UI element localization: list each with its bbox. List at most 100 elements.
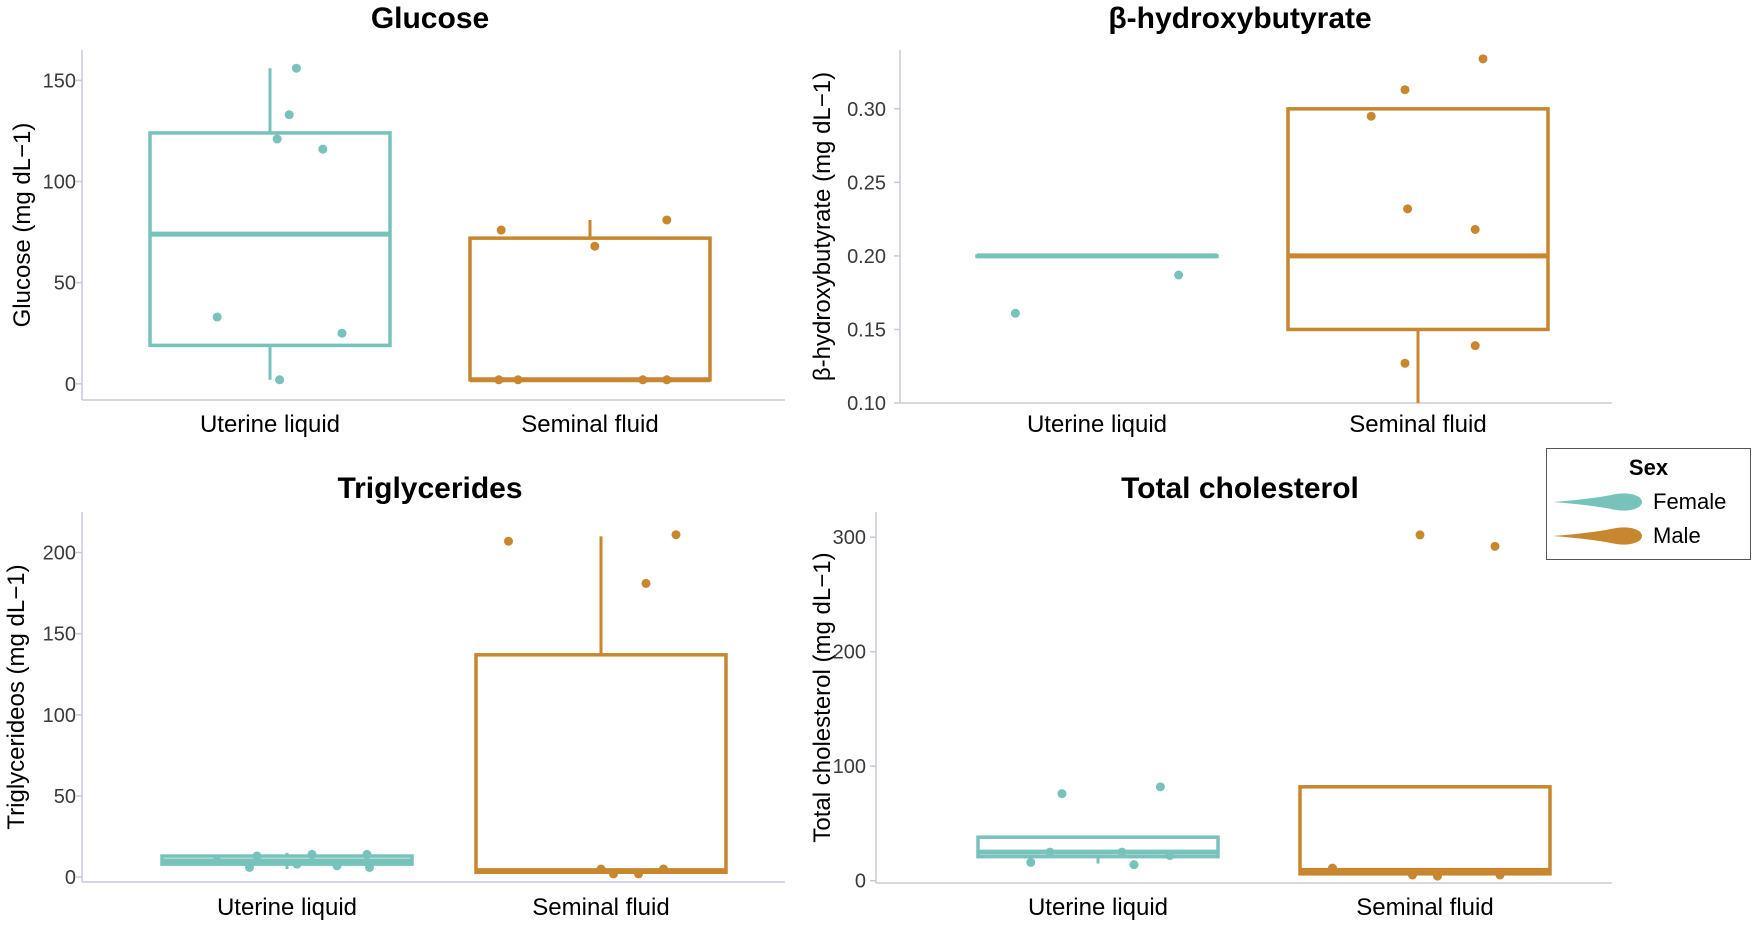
y-tick-label: 150 (43, 70, 76, 92)
x-category-label: Uterine liquid (1028, 894, 1168, 921)
legend-title: Sex (1628, 455, 1669, 480)
data-point (332, 861, 342, 871)
box-male (1286, 54, 1550, 403)
data-point (1478, 54, 1488, 64)
data-point (1366, 111, 1376, 121)
box-iqr (976, 835, 1220, 859)
data-point (291, 63, 301, 73)
data-point (1403, 204, 1413, 214)
data-point (638, 375, 648, 385)
data-point (634, 869, 643, 879)
data-point (1026, 857, 1036, 867)
data-point (1400, 85, 1410, 95)
data-point (1415, 530, 1425, 540)
box-iqr (468, 236, 712, 382)
data-point (362, 849, 372, 859)
panel-3: Triglycerides Triglycerideos (mg dL−1) 0 50… (3, 472, 785, 921)
x-category-label: Uterine liquid (200, 411, 340, 438)
data-point (641, 578, 651, 588)
data-point (1174, 270, 1184, 280)
data-point (1495, 870, 1505, 880)
data-point (212, 856, 222, 866)
legend-swatch-male (1553, 527, 1642, 545)
data-point (365, 862, 374, 872)
x-category-label: Seminal fluid (1356, 894, 1493, 921)
y-axis-label: β-hydroxybutyrate (mg dL−1) (809, 72, 836, 381)
y-tick-label: 300 (833, 527, 866, 549)
box-male (474, 530, 728, 879)
data-point (1328, 863, 1337, 873)
legend-swatch-female-shape (1553, 493, 1642, 511)
data-point (318, 144, 328, 154)
y-axis-label: Triglycerideos (mg dL−1) (3, 564, 30, 829)
data-point (1010, 308, 1020, 318)
y-tick-label: 100 (43, 705, 76, 727)
y-tick-label: 0.10 (847, 393, 886, 415)
data-point (284, 110, 294, 120)
y-tick-label: 0 (65, 867, 76, 889)
data-point (292, 859, 302, 869)
data-point (1470, 224, 1480, 234)
data-point (1400, 358, 1410, 368)
y-tick-label: 0 (65, 374, 76, 396)
data-point (1045, 847, 1055, 857)
data-point (1117, 847, 1127, 857)
data-point (494, 375, 504, 385)
y-tick-label: 200 (43, 543, 76, 565)
y-tick-label: 150 (43, 624, 76, 646)
data-point (337, 328, 347, 338)
panel-4: Total cholesterol Total cholesterol (mg d… (809, 472, 1612, 921)
box-iqr (1286, 107, 1550, 332)
box-female (976, 782, 1220, 870)
legend-swatch-male-shape (1553, 527, 1642, 545)
y-tick-label: 0.20 (847, 246, 886, 268)
data-point (590, 241, 600, 251)
panel-title: Triglycerides (337, 472, 522, 505)
box-male (1298, 530, 1552, 881)
data-point (1408, 870, 1417, 880)
y-tick-label: 0.30 (847, 99, 886, 121)
x-category-label: Uterine liquid (1027, 411, 1167, 438)
y-tick-label: 0.15 (847, 319, 886, 341)
legend-label-male: Male (1653, 523, 1701, 548)
data-point (1129, 860, 1139, 870)
legend-item-male: Male (1551, 521, 1701, 551)
data-point (245, 862, 254, 872)
x-category-label: Seminal fluid (1349, 411, 1486, 438)
x-category-label: Seminal fluid (532, 894, 669, 921)
legend-label-female: Female (1653, 489, 1727, 514)
data-point (1165, 851, 1175, 861)
data-point (659, 864, 668, 874)
box-iqr (474, 653, 728, 875)
panel-title: Total cholesterol (1121, 472, 1359, 505)
y-tick-label: 50 (54, 786, 76, 808)
data-point (275, 375, 285, 385)
x-category-label: Seminal fluid (521, 411, 658, 438)
y-tick-label: 200 (833, 642, 866, 664)
y-tick-label: 0.25 (847, 172, 886, 194)
panel-title: Glucose (371, 2, 489, 35)
legend-item-female: Female (1551, 487, 1726, 517)
box-iqr (148, 131, 392, 348)
data-point (662, 375, 672, 385)
panel-2: β-hydroxybutyrate β-hydroxybutyrate (mg d… (809, 2, 1612, 438)
y-tick-label: 100 (833, 756, 866, 778)
y-axis-label: Total cholesterol (mg dL−1) (809, 552, 836, 842)
y-tick-label: 0 (855, 871, 866, 893)
box-female (160, 849, 414, 872)
box-female (975, 253, 1219, 318)
data-point (1057, 789, 1067, 799)
data-point (307, 849, 317, 859)
data-point (272, 134, 282, 144)
y-tick-label: 100 (43, 172, 76, 194)
legend: Sex Female Male (1546, 448, 1751, 560)
data-point (513, 375, 523, 385)
panel-1: Glucose Glucose (mg dL−1) 0 50 100 150 Uterine… (9, 2, 785, 438)
data-point (496, 225, 506, 235)
data-point (504, 536, 513, 546)
y-axis-label: Glucose (mg dL−1) (9, 123, 36, 328)
data-point (1490, 541, 1500, 551)
legend-swatch-female (1553, 493, 1642, 511)
data-point (671, 530, 681, 540)
